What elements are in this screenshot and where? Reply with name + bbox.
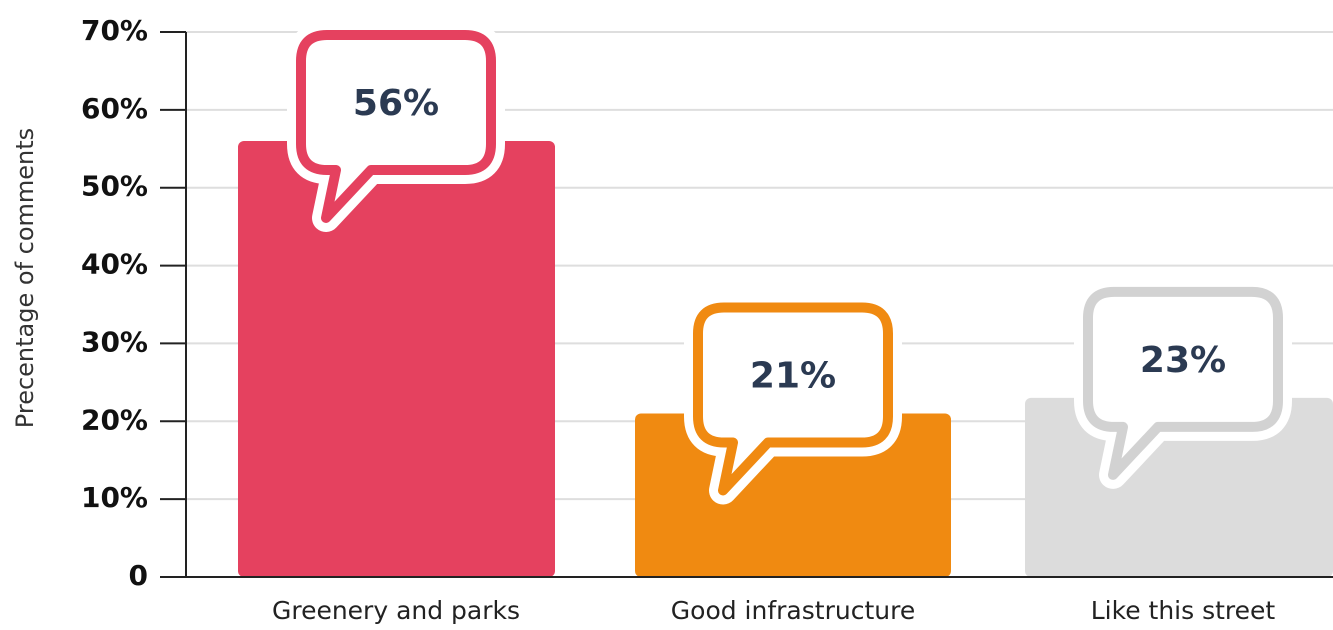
y-tick-label: 30% [81,325,148,358]
y-tick-label: 50% [81,170,148,203]
x-tick-label: Greenery and parks [272,596,520,625]
y-tick-label: 0 [129,559,148,592]
y-tick-label: 20% [81,403,148,436]
y-tick-label: 10% [81,481,148,514]
bubble [1083,286,1283,480]
x-tick-label: Good infrastructure [671,596,915,625]
bubble [693,302,893,496]
bubble [296,30,496,223]
value-label: 21% [750,356,836,397]
y-axis-label: Precentage of comments [11,128,39,428]
y-tick-label: 40% [81,248,148,281]
y-tick-label: 70% [81,14,148,47]
bar [1025,397,1333,577]
value-label: 23% [1140,340,1226,381]
x-tick-label: Like this street [1091,596,1276,625]
bar [238,141,555,577]
y-tick-label: 60% [81,92,148,125]
value-label: 56% [353,83,439,124]
